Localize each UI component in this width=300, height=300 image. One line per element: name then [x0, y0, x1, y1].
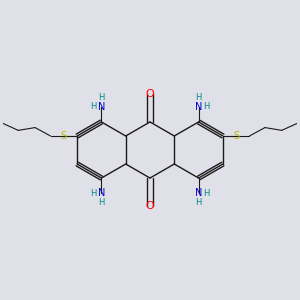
Text: N: N: [195, 101, 202, 112]
Text: S: S: [60, 131, 66, 141]
Text: N: N: [98, 188, 105, 199]
Text: N: N: [98, 101, 105, 112]
Text: H: H: [98, 93, 105, 102]
Text: H: H: [203, 189, 209, 198]
Text: H: H: [195, 93, 202, 102]
Text: N: N: [195, 188, 202, 199]
Text: H: H: [91, 102, 97, 111]
Text: H: H: [203, 102, 209, 111]
Text: H: H: [91, 189, 97, 198]
Text: S: S: [234, 131, 240, 141]
Text: H: H: [195, 198, 202, 207]
Text: O: O: [146, 201, 154, 211]
Text: O: O: [146, 89, 154, 99]
Text: H: H: [98, 198, 105, 207]
